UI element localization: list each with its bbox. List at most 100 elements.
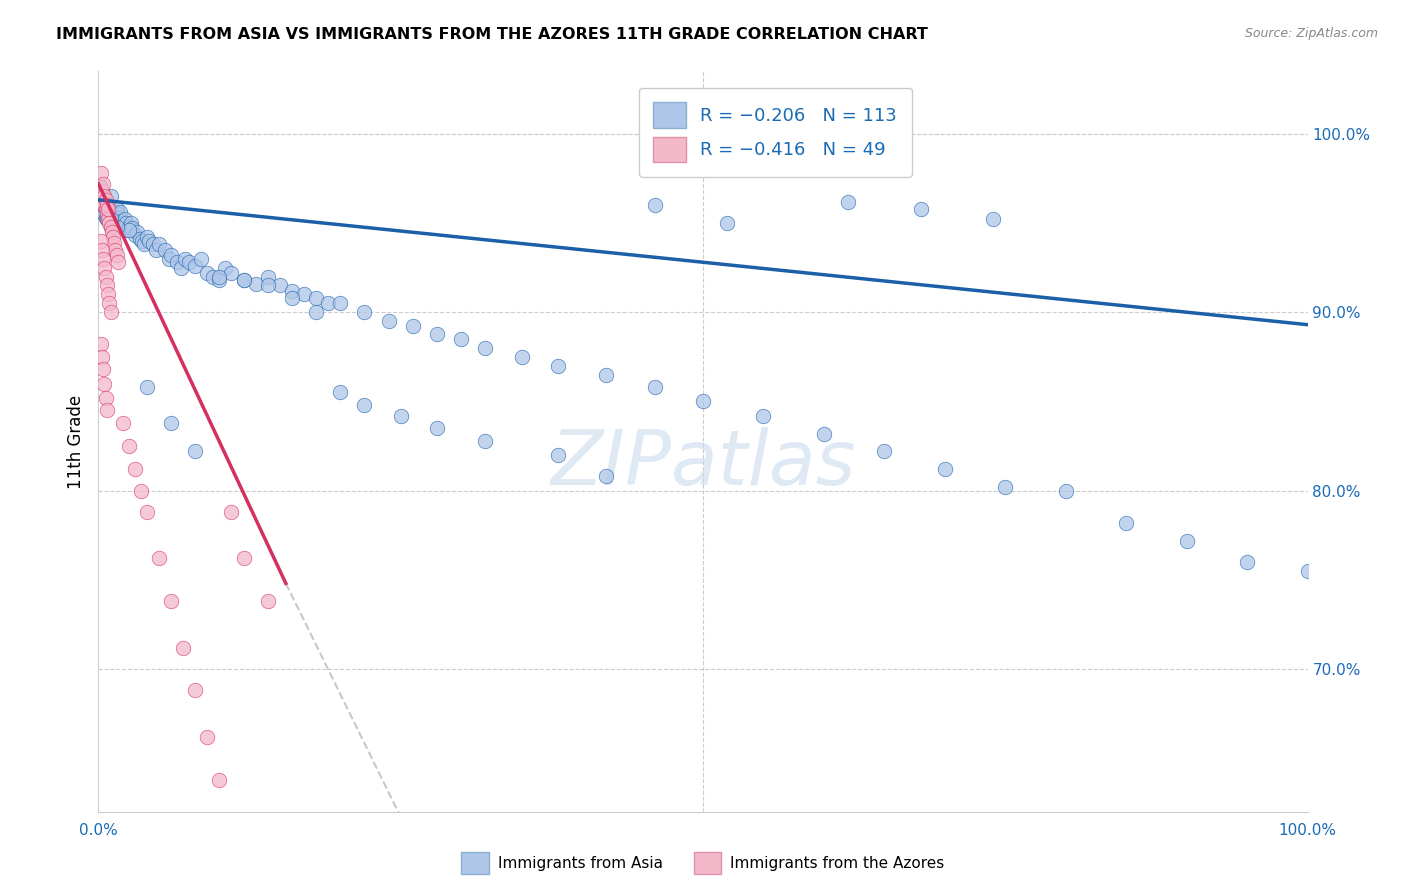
Point: [107, 255, 129, 269]
Point: [93, 198, 115, 212]
Point: [108, 205, 131, 219]
Point: [101, 212, 124, 227]
Point: [813, 426, 835, 441]
Point: [426, 421, 449, 435]
Point: [221, 266, 243, 280]
Point: [329, 296, 352, 310]
Point: [1054, 483, 1077, 498]
Point: [100, 207, 122, 221]
Point: [138, 234, 160, 248]
Point: [98, 216, 121, 230]
Point: [89, 178, 111, 193]
Point: [644, 198, 666, 212]
Point: [595, 368, 617, 382]
Point: [124, 228, 146, 243]
Point: [93, 376, 115, 391]
Point: [96, 207, 118, 221]
Point: [118, 439, 141, 453]
Point: [426, 326, 449, 341]
Point: [208, 273, 231, 287]
Point: [837, 194, 859, 209]
Point: [93, 198, 115, 212]
Point: [91, 177, 114, 191]
Point: [129, 483, 152, 498]
Point: [104, 243, 127, 257]
Point: [93, 189, 115, 203]
Point: [232, 273, 254, 287]
Point: [97, 207, 120, 221]
Point: [100, 219, 122, 234]
Point: [94, 211, 117, 225]
Point: [232, 273, 254, 287]
Point: [644, 380, 666, 394]
Legend: Immigrants from Asia, Immigrants from the Azores: Immigrants from Asia, Immigrants from th…: [456, 846, 950, 880]
Point: [90, 166, 112, 180]
Point: [166, 255, 188, 269]
Point: [108, 211, 131, 225]
Point: [97, 287, 120, 301]
Point: [174, 252, 197, 266]
Point: [547, 448, 569, 462]
Point: [103, 235, 125, 250]
Point: [97, 212, 120, 227]
Point: [91, 350, 114, 364]
Point: [160, 416, 183, 430]
Point: [910, 202, 932, 216]
Point: [148, 237, 170, 252]
Point: [91, 252, 114, 266]
Point: [115, 216, 138, 230]
Point: [93, 260, 115, 275]
Point: [98, 214, 121, 228]
Point: [292, 287, 315, 301]
Point: [96, 212, 118, 227]
Point: [184, 683, 207, 698]
Point: [96, 203, 118, 218]
Point: [111, 216, 134, 230]
Point: [305, 305, 328, 319]
Point: [281, 291, 304, 305]
Point: [353, 305, 375, 319]
Point: [179, 255, 201, 269]
Point: [105, 248, 128, 262]
Point: [91, 202, 114, 216]
Text: Source: ZipAtlas.com: Source: ZipAtlas.com: [1244, 27, 1378, 40]
Point: [91, 194, 114, 209]
Point: [169, 260, 191, 275]
Point: [94, 269, 117, 284]
Point: [221, 505, 243, 519]
Point: [105, 219, 128, 234]
Point: [142, 237, 165, 252]
Point: [402, 319, 425, 334]
Point: [90, 234, 112, 248]
Point: [214, 260, 236, 275]
Point: [752, 409, 775, 423]
Point: [316, 296, 339, 310]
Point: [100, 225, 122, 239]
Point: [190, 252, 212, 266]
Text: IMMIGRANTS FROM ASIA VS IMMIGRANTS FROM THE AZORES 11TH GRADE CORRELATION CHART: IMMIGRANTS FROM ASIA VS IMMIGRANTS FROM …: [56, 27, 928, 42]
Point: [118, 219, 141, 234]
Point: [208, 269, 231, 284]
Point: [98, 296, 121, 310]
Point: [124, 462, 146, 476]
Point: [91, 362, 114, 376]
Point: [128, 232, 150, 246]
Point: [474, 341, 496, 355]
Point: [232, 551, 254, 566]
Point: [120, 216, 142, 230]
Point: [145, 243, 167, 257]
Point: [256, 594, 278, 608]
Point: [160, 248, 183, 262]
Point: [97, 198, 120, 212]
Point: [107, 207, 129, 221]
Point: [135, 230, 157, 244]
Point: [184, 259, 207, 273]
Point: [1236, 555, 1258, 569]
Point: [90, 337, 112, 351]
Point: [153, 243, 176, 257]
Point: [91, 194, 114, 209]
Y-axis label: 11th Grade: 11th Grade: [66, 394, 84, 489]
Point: [157, 252, 180, 266]
Point: [96, 198, 118, 212]
Point: [101, 230, 124, 244]
